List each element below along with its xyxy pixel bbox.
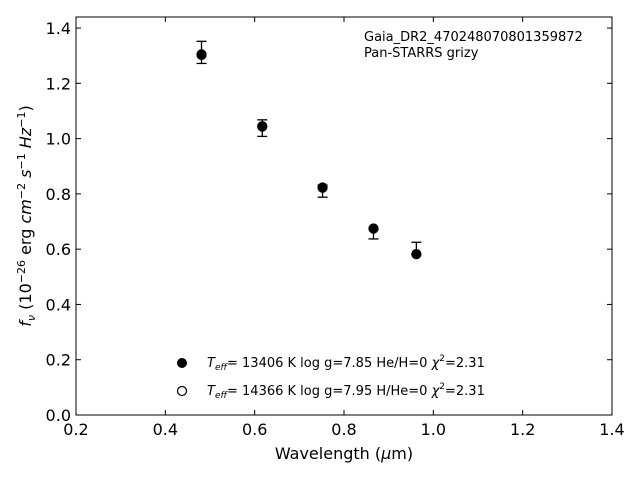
legend-entry-he-h: Teff= 13406 K log g=7.85 He/H=0 χ2=2.31 xyxy=(207,354,485,373)
x-tick-label: 0.8 xyxy=(331,420,356,439)
x-tick-label: 0.2 xyxy=(63,420,88,439)
data-points xyxy=(196,40,422,260)
model-point-filled xyxy=(257,121,268,132)
x-tick-label: 1.2 xyxy=(510,420,535,439)
survey-annotation: Pan-STARRS grizy xyxy=(364,46,479,61)
y-tick-label: 1.4 xyxy=(46,19,71,38)
y-axis-title: fν (10−26 erg cm−2 s−1 Hz−1) xyxy=(15,105,38,326)
y-tick-label: 0.4 xyxy=(46,295,71,314)
y-tick-label: 0.2 xyxy=(46,351,71,370)
x-tick-label: 0.6 xyxy=(242,420,267,439)
model-point-filled xyxy=(411,249,422,260)
y-tick-label: 0.0 xyxy=(46,406,71,425)
model-point-filled xyxy=(317,182,328,193)
model-point-filled xyxy=(196,50,207,61)
x-axis-title: Wavelength (μm) xyxy=(275,444,413,463)
x-tick-label: 1.4 xyxy=(599,420,624,439)
y-tick-label: 0.6 xyxy=(46,240,71,259)
x-ticks: 0.2 0.4 0.6 0.8 1.0 1.2 1.4 xyxy=(63,17,625,439)
legend-entry-h-he: Teff= 14366 K log g=7.95 H/He=0 χ2=2.31 xyxy=(207,382,485,401)
legend: Teff= 13406 K log g=7.85 He/H=0 χ2=2.31 … xyxy=(176,354,485,401)
x-tick-label: 0.4 xyxy=(153,420,178,439)
y-tick-label: 1.0 xyxy=(46,130,71,149)
legend-marker-filled xyxy=(177,358,187,368)
y-ticks: 0.0 0.2 0.4 0.6 0.8 1.0 1.2 1.4 xyxy=(46,19,612,425)
y-tick-label: 0.8 xyxy=(46,185,71,204)
y-tick-label: 1.2 xyxy=(46,74,71,93)
x-tick-label: 1.0 xyxy=(421,420,446,439)
object-name-annotation: Gaia_DR2_470248070801359872 xyxy=(364,30,583,45)
model-point-filled xyxy=(368,223,379,234)
legend-marker-open xyxy=(176,385,188,397)
